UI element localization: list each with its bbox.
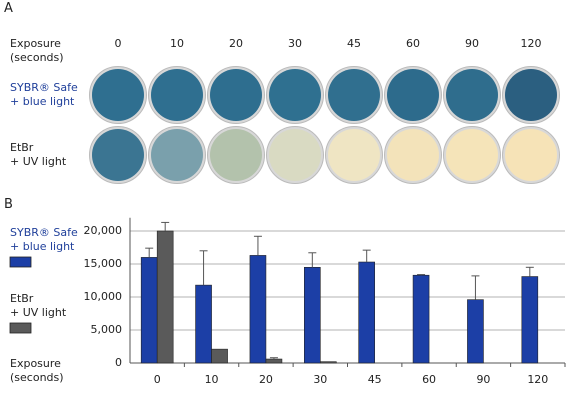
dish (446, 69, 498, 121)
column-label: 10 (170, 37, 184, 50)
column-label: 45 (347, 37, 361, 50)
bar (521, 276, 539, 364)
dish (269, 69, 321, 121)
dish (328, 69, 380, 121)
y-tick-label: 0 (115, 356, 122, 369)
column-label: 20 (229, 37, 243, 50)
dish (505, 129, 557, 181)
row-label: SYBR® Safe + blue light (10, 81, 78, 108)
x-tick-label: 90 (476, 373, 491, 386)
column-label: 90 (465, 37, 479, 50)
x-tick-label: 10 (204, 373, 219, 386)
dish (92, 69, 144, 121)
x-tick-label: 20 (258, 373, 273, 386)
x-tick-label: 45 (367, 373, 382, 386)
x-axis-label: Exposure (seconds) (10, 357, 64, 384)
dish (387, 69, 439, 121)
bar (249, 255, 267, 364)
bar (358, 261, 375, 364)
dish (387, 129, 439, 181)
y-tick-label: 10,000 (83, 290, 123, 303)
bar (265, 358, 283, 364)
bar (140, 257, 158, 364)
x-tick-label: 30 (313, 373, 328, 386)
panel-label: A (4, 1, 13, 16)
bar (467, 299, 484, 364)
bar (156, 230, 174, 364)
bar (304, 266, 321, 364)
bar (211, 348, 228, 364)
column-label: 30 (288, 37, 302, 50)
legend-label: SYBR® Safe + blue light (10, 226, 78, 253)
dish (92, 129, 144, 181)
column-label: 60 (406, 37, 420, 50)
dish (210, 69, 262, 121)
x-tick-label: 0 (153, 373, 161, 386)
dish (328, 129, 380, 181)
column-header: Exposure (seconds) (10, 37, 64, 64)
dish (151, 129, 203, 181)
y-tick-label: 20,000 (83, 224, 123, 237)
legend-swatch (9, 256, 32, 268)
dish (446, 129, 498, 181)
dish (151, 69, 203, 121)
column-label: 120 (520, 37, 542, 50)
row-label: EtBr + UV light (10, 141, 67, 168)
dish (505, 69, 557, 121)
dish (210, 129, 262, 181)
x-tick-label: 60 (422, 373, 437, 386)
y-tick-label: 5,000 (90, 323, 123, 336)
y-tick-label: 15,000 (83, 257, 123, 270)
legend-label: EtBr + UV light (10, 292, 67, 319)
bar (195, 284, 212, 364)
bar (320, 361, 337, 364)
column-label: 0 (114, 37, 122, 50)
x-tick-label: 120 (527, 373, 549, 386)
legend-swatch (9, 322, 32, 334)
dish (269, 129, 321, 181)
bar (412, 274, 430, 364)
panel-label: B (4, 197, 13, 212)
